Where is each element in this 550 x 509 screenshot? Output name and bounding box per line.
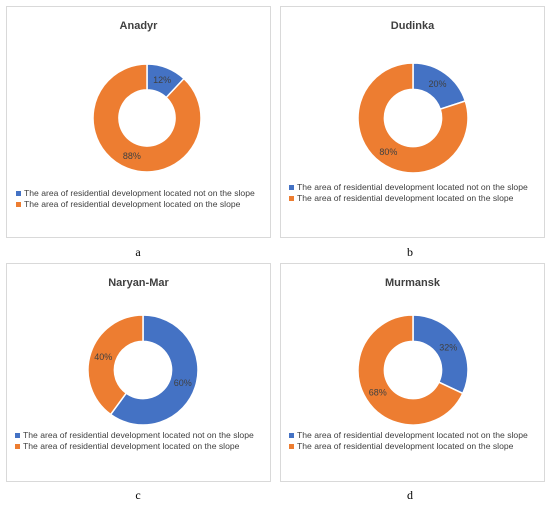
panel-caption: d: [407, 488, 413, 502]
legend-label: The area of residential development loca…: [297, 193, 514, 203]
legend-swatch-blue: [289, 185, 294, 190]
chart-panel-murmansk: Murmansk 32% 68% The area of residential …: [280, 263, 545, 482]
legend-item: The area of residential development loca…: [16, 188, 266, 199]
chart-panel-naryan-mar: Naryan-Mar 60% 40% The area of residentia…: [6, 263, 271, 482]
donut-slice-on-slope: [357, 62, 469, 174]
legend-label: The area of residential development loca…: [24, 199, 241, 209]
legend-swatch-blue: [289, 433, 294, 438]
chart-legend: The area of residential development loca…: [15, 430, 270, 452]
donut-chart: 12% 88%: [92, 63, 202, 173]
chart-title: Dudinka: [390, 20, 435, 32]
legend-label: The area of residential development loca…: [23, 441, 240, 451]
chart-title: Anadyr: [119, 20, 158, 32]
legend-label: The area of residential development loca…: [23, 430, 254, 440]
chart-panel-dudinka: Dudinka 20% 80% The area of residential d…: [280, 6, 545, 238]
legend-label: The area of residential development loca…: [297, 430, 528, 440]
donut-chart: 20% 80%: [357, 62, 469, 174]
legend-item: The area of residential development loca…: [289, 182, 544, 193]
panel-caption: b: [407, 245, 413, 259]
legend-swatch-blue: [15, 433, 20, 438]
legend-swatch-orange: [289, 444, 294, 449]
legend-item: The area of residential development loca…: [289, 441, 544, 452]
chart-title: Murmansk: [384, 277, 441, 289]
donut-slice-on-slope: [92, 63, 202, 173]
donut-slice-not-on-slope: [109, 314, 199, 426]
legend-swatch-orange: [15, 444, 20, 449]
legend-label: The area of residential development loca…: [297, 182, 528, 192]
chart-legend: The area of residential development loca…: [289, 182, 544, 204]
panel-caption: c: [135, 488, 141, 502]
data-label: 88%: [123, 151, 141, 161]
donut-slice-on-slope: [87, 314, 144, 416]
legend-label: The area of residential development loca…: [297, 441, 514, 451]
chart-title: Naryan-Mar: [108, 277, 169, 289]
legend-swatch-blue: [16, 191, 21, 196]
data-label: 80%: [379, 147, 397, 157]
data-label: 68%: [369, 387, 387, 397]
data-label: 32%: [439, 343, 457, 353]
legend-item: The area of residential development loca…: [15, 441, 270, 452]
legend-swatch-orange: [16, 202, 21, 207]
legend-swatch-orange: [289, 196, 294, 201]
panel-caption: a: [135, 245, 141, 259]
chart-legend: The area of residential development loca…: [289, 430, 544, 452]
donut-chart: 60% 40%: [87, 314, 199, 426]
legend-item: The area of residential development loca…: [289, 193, 544, 204]
legend-label: The area of residential development loca…: [24, 188, 255, 198]
legend-item: The area of residential development loca…: [16, 199, 266, 210]
data-label: 60%: [174, 378, 192, 388]
chart-legend: The area of residential development loca…: [16, 188, 266, 210]
data-label: 40%: [94, 352, 112, 362]
donut-chart: 32% 68%: [357, 314, 469, 426]
data-label: 12%: [153, 75, 171, 85]
legend-item: The area of residential development loca…: [15, 430, 270, 441]
donut-slice-on-slope: [357, 314, 464, 426]
donut-slice-not-on-slope: [412, 314, 469, 395]
legend-item: The area of residential development loca…: [289, 430, 544, 441]
chart-panel-anadyr: Anadyr 12% 88% The area of residential de…: [6, 6, 271, 238]
data-label: 20%: [429, 79, 447, 89]
